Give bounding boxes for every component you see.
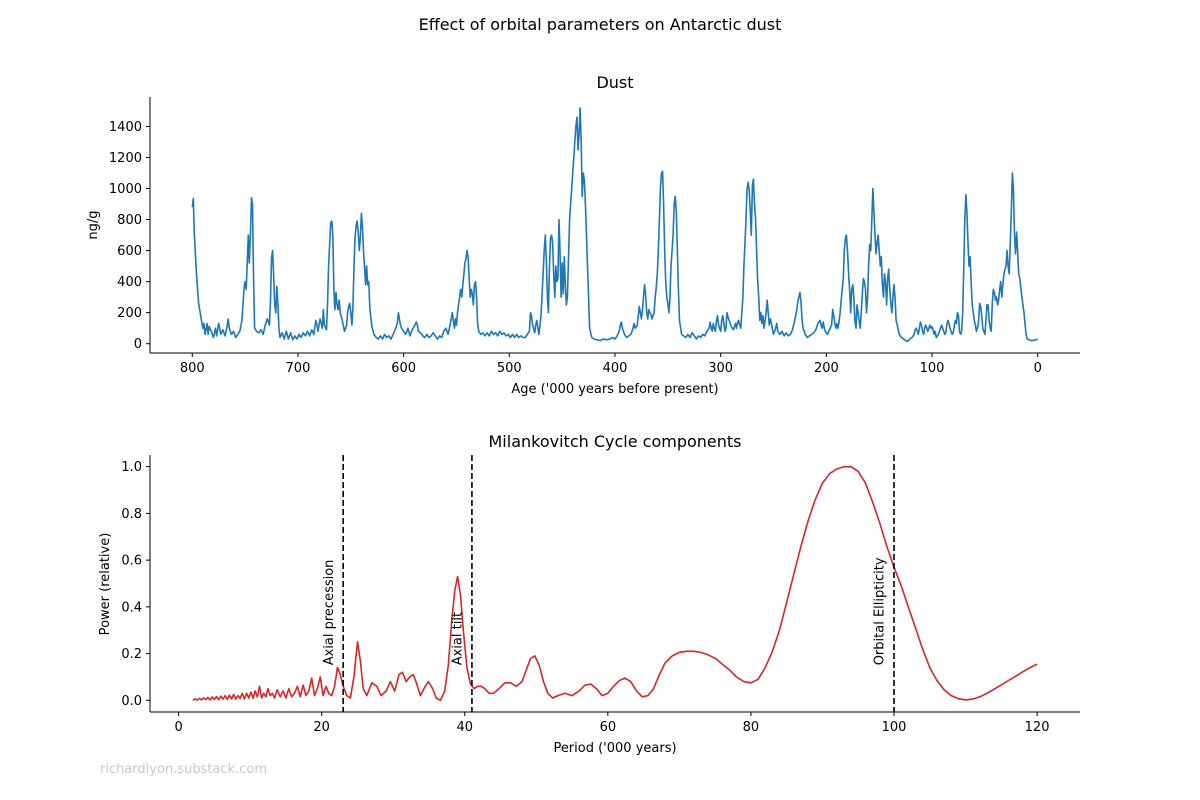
dust-x-label: Age ('000 years before present) (511, 382, 718, 397)
dust-x-tick-label-6: 200 (814, 361, 839, 376)
milankovitch-panel: Milankovitch Cycle components Axial prec… (98, 432, 1080, 756)
milankovitch-x-tick-label-0: 0 (174, 720, 182, 735)
milankovitch-x-tick-label-4: 80 (743, 720, 760, 735)
milankovitch-y-tick-label-4: 0.8 (121, 507, 142, 522)
dust-y-label: ng/g (86, 210, 101, 239)
dust-x-tick-label-1: 700 (286, 361, 311, 376)
dust-x-tick-label-0: 800 (180, 361, 205, 376)
dust-y-tick-label-1: 200 (117, 306, 142, 321)
milankovitch-y-tick-label-3: 0.6 (121, 554, 142, 569)
dust-title: Dust (596, 73, 633, 92)
milankovitch-x-tick-label-5: 100 (882, 720, 907, 735)
dust-x-tick-label-3: 500 (497, 361, 522, 376)
milankovitch-x-tick-label-3: 60 (600, 720, 617, 735)
dust-x-tick-label-5: 300 (708, 361, 733, 376)
milankovitch-x-tick-label-6: 120 (1025, 720, 1050, 735)
dust-x-tick-label-8: 0 (1034, 361, 1042, 376)
milankovitch-y-tick-label-5: 1.0 (121, 460, 142, 475)
dust-y-tick-label-2: 400 (117, 275, 142, 290)
milankovitch-y-tick-label-1: 0.2 (121, 647, 142, 662)
milankovitch-vline-label-2: Orbital Ellipticity (873, 557, 888, 665)
dust-marks (191, 107, 1038, 343)
dust-x-tick-label-2: 600 (391, 361, 416, 376)
dust-panel: Dust 800 700 600 500 400 300 200 100 00200400600… (86, 73, 1080, 397)
dust-y-tick-label-0: 0 (134, 337, 142, 352)
milankovitch-axes: 0 20 40 60 80 100 120 0.0 0.2 0.4 0.6 0.8 1.0 (121, 455, 1080, 735)
dust-y-tick-label-4: 800 (117, 213, 142, 228)
dust-y-tick-label-7: 1400 (109, 120, 142, 135)
dust-y-tick-label-6: 1200 (109, 151, 142, 166)
milankovitch-marks: Axial precession Axial tilt Orbital Ellipt… (192, 455, 1038, 712)
figure-suptitle: Effect of orbital parameters on Antarcti… (419, 15, 782, 34)
milankovitch-y-tick-label-0: 0.0 (121, 694, 142, 709)
milankovitch-series-line-0 (192, 465, 1038, 702)
watermark-text: richardlyon.substack.com (100, 762, 267, 777)
milankovitch-y-tick-label-2: 0.4 (121, 600, 142, 615)
dust-y-tick-label-3: 600 (117, 244, 142, 259)
dust-y-tick-label-5: 1000 (109, 182, 142, 197)
dust-x-tick-label-4: 400 (603, 361, 628, 376)
milankovitch-vline-label-1: Axial tilt (451, 612, 466, 665)
milankovitch-x-label: Period ('000 years) (553, 741, 676, 756)
milankovitch-x-tick-label-2: 40 (456, 720, 473, 735)
milankovitch-vline-label-0: Axial precession (322, 560, 337, 666)
dust-x-tick-label-7: 100 (920, 361, 945, 376)
dust-axes: 800 700 600 500 400 300 200 100 0020040060080010… (109, 97, 1080, 376)
milankovitch-title: Milankovitch Cycle components (489, 432, 742, 451)
dust-series-line-0 (191, 107, 1038, 343)
milankovitch-y-label: Power (relative) (98, 533, 113, 636)
milankovitch-x-tick-label-1: 20 (313, 720, 330, 735)
